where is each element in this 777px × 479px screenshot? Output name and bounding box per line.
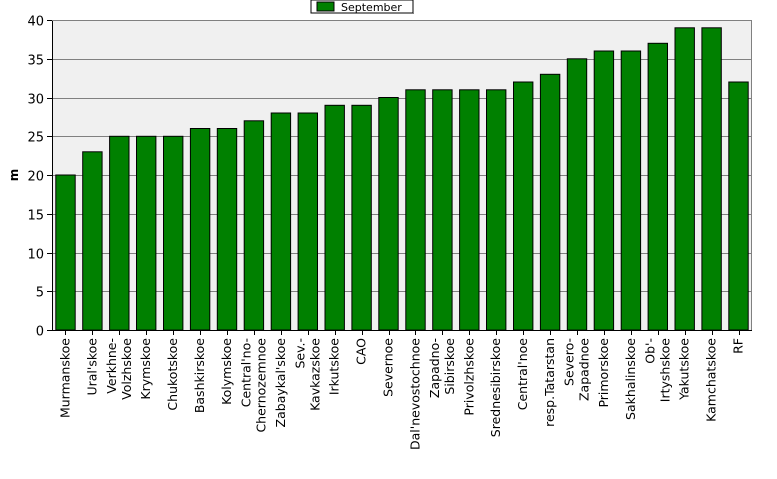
x-tick-label: Srednesibirskoe <box>488 338 503 438</box>
bar <box>324 104 345 331</box>
legend: September <box>310 0 414 14</box>
y-tick-label: 25 <box>27 131 44 146</box>
y-tick-label: 20 <box>27 170 44 185</box>
x-tick-label: Zapadno- <box>427 338 442 398</box>
bar <box>459 89 480 331</box>
y-tick-label: 35 <box>27 54 44 69</box>
bar <box>566 58 588 331</box>
y-tick-label: 10 <box>27 248 44 263</box>
x-tick-label: Chernozemnoe <box>253 338 268 433</box>
x-tick-label: Bashkirskoe <box>192 338 207 413</box>
x-tick-label: Severo- <box>562 338 577 386</box>
x-tick-label: Kavkazskoe <box>307 338 322 411</box>
y-tick-labels: 0 5 10 15 20 25 30 35 40 <box>27 15 44 340</box>
x-tick-label: Severnoe <box>381 338 396 397</box>
x-tick-label: Zapadnoe <box>577 338 592 401</box>
y-tick-label: 0 <box>36 325 44 340</box>
x-tick-label: Verkhne- <box>104 338 119 394</box>
x-tick-label: Sev.- <box>292 338 307 369</box>
bar <box>297 112 319 331</box>
bar <box>216 128 238 331</box>
x-tick-label: Ural'skoe <box>84 338 99 396</box>
x-tick-label: Dal'nevostochnoe <box>408 338 423 450</box>
bar <box>55 174 76 331</box>
bar <box>189 128 211 331</box>
x-tick-label: resp.Tatarstan <box>542 338 557 427</box>
bar <box>432 89 453 331</box>
bar <box>270 112 292 331</box>
x-tick-label: Zabaykal'skoe <box>273 338 288 428</box>
x-tick-label: Sakhalinskoe <box>623 338 638 420</box>
legend-swatch <box>316 1 335 12</box>
bar <box>378 97 399 331</box>
bar <box>620 50 642 331</box>
bar <box>82 151 103 331</box>
x-tick-labels: Murmanskoe Ural'skoe Verkhne- Volzhskoe Krym… <box>58 338 746 450</box>
x-tick-label: Central'no- <box>238 338 253 407</box>
bar <box>674 27 695 331</box>
x-tick-label: RF <box>731 338 746 354</box>
bar <box>109 135 130 331</box>
y-tick-label: 40 <box>27 15 44 30</box>
x-tick-label: Primorskoe <box>596 338 611 408</box>
bar <box>593 50 615 331</box>
legend-label-september: September <box>341 1 402 14</box>
x-tick-label: Kamchatskoe <box>704 338 719 422</box>
x-tick-label: Irkutskoe <box>327 338 342 395</box>
x-tick-label: Krymskoe <box>138 338 153 400</box>
x-tick-label: Volzhskoe <box>119 338 134 400</box>
x-tick-label: CAO <box>354 338 369 365</box>
bar <box>513 81 534 331</box>
x-tick-label: Kolymskoe <box>219 338 234 405</box>
bar <box>405 89 426 331</box>
y-tick-label: 15 <box>27 209 44 224</box>
bar <box>647 42 668 331</box>
y-tick-label: 30 <box>27 93 44 108</box>
x-tick-label: Ob'- <box>642 338 657 364</box>
bar <box>728 81 749 331</box>
x-tick-label: Sibirskoe <box>442 338 457 395</box>
x-tick-label: Privolzhskoe <box>461 338 476 416</box>
x-tick-label: Yakutskoe <box>677 338 692 401</box>
bar <box>163 135 184 331</box>
x-tick-label: Chukotskoe <box>165 338 180 411</box>
x-tick-label: Central'noe <box>515 338 530 411</box>
bar <box>136 135 157 331</box>
bar <box>351 104 372 331</box>
x-tick-label: Irtyshskoe <box>657 338 672 403</box>
bar <box>486 89 507 331</box>
x-tick-label: Murmanskoe <box>58 338 73 418</box>
y-axis-label: m <box>7 169 21 182</box>
axes <box>47 20 752 335</box>
bar <box>701 27 722 331</box>
bar <box>539 73 561 331</box>
y-tick-label: 5 <box>36 286 44 301</box>
bar <box>243 120 265 331</box>
